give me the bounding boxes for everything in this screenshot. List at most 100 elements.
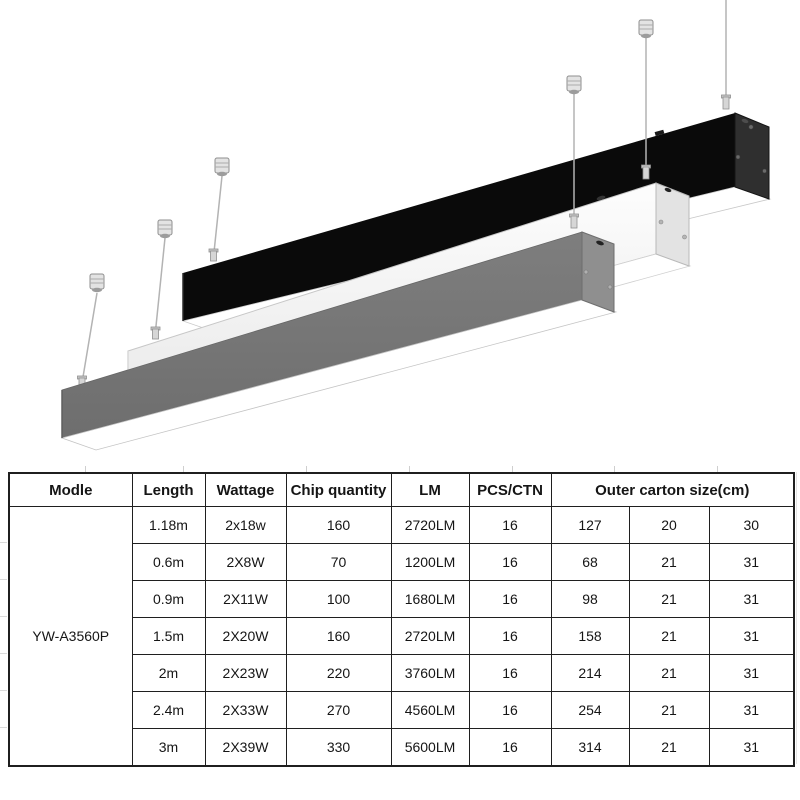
suspension-cable bbox=[212, 175, 223, 258]
length-cell: 3m bbox=[131, 728, 206, 767]
ceiling-canopy bbox=[157, 219, 173, 239]
lm-cell: 3760LM bbox=[390, 654, 470, 692]
vent-slot bbox=[654, 129, 665, 137]
wattage-cell: 2x18w bbox=[204, 506, 287, 544]
end-cap bbox=[581, 231, 615, 313]
gridline-artifact bbox=[183, 466, 184, 472]
screw bbox=[735, 154, 741, 160]
carton-size-cell: 21 bbox=[628, 728, 710, 767]
pcs-ctn-cell: 16 bbox=[468, 691, 552, 729]
header-row: Modle Length Wattage Chip quantity LM PC… bbox=[8, 472, 795, 507]
ceiling-canopy bbox=[89, 273, 105, 293]
chip-quantity-cell: 330 bbox=[285, 728, 392, 767]
wattage-cell: 2X33W bbox=[204, 691, 287, 729]
pcs-ctn-cell: 16 bbox=[468, 580, 552, 618]
header-length: Length bbox=[131, 472, 206, 507]
carton-size-cell: 214 bbox=[550, 654, 630, 692]
spec-table-body: YW-A3560P 1.18m 2x18w 160 2720LM 16 127 20 30 0.6… bbox=[8, 506, 795, 767]
vent-slot bbox=[596, 195, 606, 201]
carton-size-cell: 21 bbox=[628, 691, 710, 729]
fixture-gray bbox=[60, 75, 618, 451]
carton-size-cell: 21 bbox=[628, 654, 710, 692]
spec-row: 0.6m 2X8W 70 1200LM 16 68 21 31 bbox=[9, 543, 795, 581]
lm-cell: 4560LM bbox=[390, 691, 470, 729]
spec-table: Modle Length Wattage Chip quantity LM PC… bbox=[8, 472, 795, 767]
pcs-ctn-cell: 16 bbox=[468, 617, 552, 655]
gridline-artifact bbox=[0, 616, 7, 617]
lm-cell: 5600LM bbox=[390, 728, 470, 767]
screw bbox=[658, 219, 664, 225]
cap-slot bbox=[664, 187, 672, 193]
header-pcs-ctn: PCS/CTN bbox=[468, 472, 552, 507]
length-cell: 0.9m bbox=[131, 580, 206, 618]
cap-slot bbox=[741, 118, 749, 124]
cap-slot bbox=[596, 240, 604, 246]
fixture-body bbox=[183, 113, 735, 321]
gridline-artifact bbox=[0, 727, 7, 728]
header-chip-quantity: Chip quantity bbox=[285, 472, 392, 507]
carton-size-cell: 158 bbox=[550, 617, 630, 655]
screw bbox=[682, 234, 687, 240]
screw bbox=[607, 284, 613, 290]
end-cap bbox=[734, 112, 770, 200]
spec-row: 2.4m 2X33W 270 4560LM 16 254 21 31 bbox=[9, 691, 795, 729]
carton-size-cell: 31 bbox=[708, 617, 795, 655]
chip-quantity-cell: 70 bbox=[285, 543, 392, 581]
carton-size-cell: 31 bbox=[708, 543, 795, 581]
gridline-artifact bbox=[717, 466, 718, 472]
lm-cell: 1200LM bbox=[390, 543, 470, 581]
gridline-artifact bbox=[512, 466, 513, 472]
screw bbox=[762, 168, 767, 174]
header-wattage: Wattage bbox=[204, 472, 287, 507]
lm-cell: 2720LM bbox=[390, 617, 470, 655]
carton-size-cell: 127 bbox=[550, 506, 630, 544]
pcs-ctn-cell: 16 bbox=[468, 506, 552, 544]
gridline-artifact bbox=[0, 653, 7, 654]
header-outer-carton-size: Outer carton size(cm) bbox=[550, 472, 795, 507]
ceiling-canopy bbox=[214, 157, 230, 177]
carton-size-cell: 98 bbox=[550, 580, 630, 618]
cable-gripper bbox=[208, 248, 219, 262]
model-cell: YW-A3560P bbox=[8, 506, 133, 767]
wattage-cell: 2X20W bbox=[204, 617, 287, 655]
carton-size-cell: 21 bbox=[628, 617, 710, 655]
carton-size-cell: 31 bbox=[708, 728, 795, 767]
ceiling-canopy bbox=[638, 19, 654, 39]
gridline-artifact bbox=[306, 466, 307, 472]
chip-quantity-cell: 160 bbox=[285, 617, 392, 655]
spec-row: 1.5m 2X20W 160 2720LM 16 158 21 31 bbox=[9, 617, 795, 655]
pcs-ctn-cell: 16 bbox=[468, 654, 552, 692]
length-cell: 1.18m bbox=[131, 506, 206, 544]
carton-size-cell: 31 bbox=[708, 580, 795, 618]
suspension-cable bbox=[154, 237, 166, 332]
lm-cell: 2720LM bbox=[390, 506, 470, 544]
gridline-artifact bbox=[0, 542, 7, 543]
suspension-cable bbox=[81, 292, 98, 381]
chip-quantity-cell: 220 bbox=[285, 654, 392, 692]
length-cell: 2m bbox=[131, 654, 206, 692]
end-cap bbox=[655, 182, 690, 267]
length-cell: 1.5m bbox=[131, 617, 206, 655]
carton-size-cell: 21 bbox=[628, 580, 710, 618]
chip-quantity-cell: 270 bbox=[285, 691, 392, 729]
lm-cell: 1680LM bbox=[390, 580, 470, 618]
length-cell: 2.4m bbox=[131, 691, 206, 729]
pcs-ctn-cell: 16 bbox=[468, 543, 552, 581]
gridline-artifact bbox=[614, 466, 615, 472]
wattage-cell: 2X8W bbox=[204, 543, 287, 581]
bottom-diffuser bbox=[60, 299, 618, 451]
carton-size-cell: 68 bbox=[550, 543, 630, 581]
cable-gripper bbox=[641, 164, 651, 180]
pcs-ctn-cell: 16 bbox=[468, 728, 552, 767]
carton-size-cell: 30 bbox=[708, 506, 795, 544]
spec-table-wrap: Modle Length Wattage Chip quantity LM PC… bbox=[8, 472, 795, 767]
gridline-artifact bbox=[0, 690, 7, 691]
carton-size-cell: 254 bbox=[550, 691, 630, 729]
carton-size-cell: 31 bbox=[708, 691, 795, 729]
gridline-artifact bbox=[796, 472, 797, 764]
carton-size-cell: 314 bbox=[550, 728, 630, 767]
header-model: Modle bbox=[8, 472, 133, 507]
wattage-cell: 2X39W bbox=[204, 728, 287, 767]
cable-gripper bbox=[721, 94, 731, 110]
carton-size-cell: 21 bbox=[628, 543, 710, 581]
